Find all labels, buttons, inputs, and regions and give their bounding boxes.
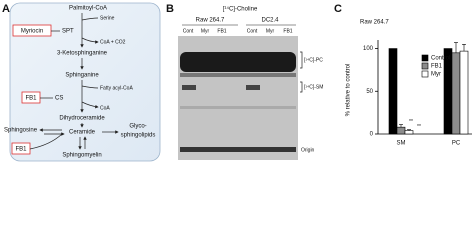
metabolite: Ceramide	[69, 130, 96, 136]
figure: A Palmitoyl-CoA Serine Myriocin SPT CoA …	[2, 2, 472, 162]
y-tick-label: 0	[370, 132, 374, 138]
enzyme: CS	[55, 96, 63, 102]
cofactor: Serine	[100, 15, 115, 21]
band-label: Origin	[301, 147, 315, 153]
lane-label: Cont	[183, 28, 194, 34]
bar	[451, 52, 461, 135]
y-tick-label: 100	[363, 46, 374, 52]
cofactor: Fatty acyl-CoA	[100, 85, 133, 91]
sm-band	[246, 85, 260, 90]
annotation: **	[409, 119, 413, 125]
cofactor: CoA + CO2	[100, 39, 126, 45]
lane-label: Myr	[266, 28, 275, 34]
legend-swatch	[421, 70, 429, 78]
legend-swatch	[421, 54, 429, 62]
panel-label: B	[166, 3, 174, 15]
enzyme: SPT	[62, 29, 74, 35]
bar	[459, 50, 469, 135]
y-axis-label: % relative to control	[346, 64, 352, 117]
error-bar	[399, 124, 403, 128]
lane-labels: Cont Myr FB1 Cont Myr FB1	[183, 28, 293, 34]
inhibition-line	[29, 133, 63, 150]
lane-label: FB1	[217, 28, 226, 34]
metabolite: Sphingomyelin	[62, 153, 101, 159]
inhibitor: FB1	[15, 147, 27, 153]
panel-c: C Raw 264.7 % relative to control 0 50 100…	[334, 3, 472, 147]
cell-line: DC2.4	[261, 18, 279, 24]
legend-label: Myr	[431, 72, 441, 78]
arrow	[81, 101, 99, 109]
legend-label: FB1	[431, 64, 443, 70]
pc-band	[180, 52, 296, 72]
error-bar	[407, 129, 411, 131]
inhibitor-box	[11, 142, 31, 155]
y-tick-label: 50	[366, 89, 373, 95]
band-label: [¹⁴C]-PC	[304, 57, 323, 63]
band-label: [¹⁴C]-SM	[304, 84, 323, 90]
legend-label: Control	[431, 56, 450, 62]
x-tick-label: SM	[397, 141, 406, 147]
error-bar	[462, 43, 466, 52]
arrow	[81, 37, 99, 44]
lane-label: Myr	[201, 28, 210, 34]
legend-swatch	[421, 62, 429, 70]
bar	[404, 130, 414, 135]
metabolite: Glyco-	[129, 124, 146, 130]
band	[180, 106, 296, 109]
chart-title: Raw 264.7	[360, 20, 389, 26]
inhibitor: FB1	[25, 96, 37, 102]
bar	[396, 126, 406, 135]
bracket	[300, 81, 303, 93]
panel-b: B [¹⁴C]-Choline Raw 264.7 DC2.4 Cont Myr F…	[166, 3, 323, 160]
panel-a: A Palmitoyl-CoA Serine Myriocin SPT CoA …	[2, 2, 161, 162]
metabolite: 3-Ketosphinganine	[57, 51, 108, 57]
inhibitor-box	[21, 91, 41, 104]
metabolite: sphingolipids	[121, 133, 156, 139]
x-tick-label: PC	[452, 141, 461, 147]
metabolite: Sphinganine	[65, 73, 99, 79]
bar	[388, 48, 398, 135]
arrow	[81, 17, 99, 21]
inhibitor-box	[12, 24, 52, 37]
band	[180, 73, 296, 77]
origin-band	[180, 147, 296, 152]
panel-label: A	[2, 3, 10, 15]
bracket	[300, 51, 303, 69]
metabolite: Dihydroceramide	[59, 116, 105, 122]
pathway-box	[9, 2, 161, 162]
cofactor: CoA	[100, 105, 110, 111]
lane-label: Cont	[247, 28, 258, 34]
cell-line: Raw 264.7	[196, 18, 225, 24]
lane-label: FB1	[283, 28, 292, 34]
inhibitor: Myriocin	[21, 29, 43, 35]
metabolite: Palmitoyl-CoA	[69, 6, 107, 12]
annotation: **	[417, 124, 421, 130]
metabolite: Sphingosine	[4, 128, 38, 134]
sm-band	[182, 85, 196, 90]
arrow	[81, 85, 99, 89]
gel-title: [¹⁴C]-Choline	[223, 6, 258, 13]
panel-label: C	[334, 3, 342, 15]
error-bar	[454, 42, 458, 53]
